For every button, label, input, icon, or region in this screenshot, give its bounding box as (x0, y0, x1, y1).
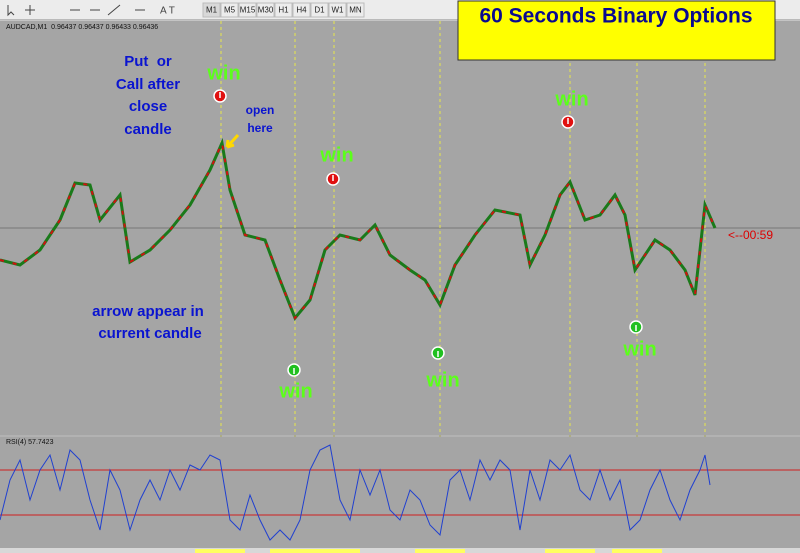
timeframe-button[interactable] (292, 2, 311, 18)
timer: <--00:59 (728, 228, 773, 242)
svg-text:A T: A T (160, 6, 175, 17)
win-label: win (425, 369, 459, 391)
timeframe-label[interactable]: D1 (314, 6, 325, 15)
timeframe-button[interactable] (238, 2, 257, 18)
timeframe-button[interactable] (202, 2, 221, 18)
timeframe-button[interactable] (328, 2, 347, 18)
timeframe-button[interactable] (220, 2, 239, 18)
rsi-pane (0, 437, 800, 548)
timeframe-button[interactable] (310, 2, 329, 18)
win-label: win (206, 62, 240, 84)
signal-icons (213, 89, 643, 377)
timeframe-button[interactable] (256, 2, 275, 18)
win-label: win (319, 144, 353, 166)
win-label: win (622, 338, 656, 360)
timeframe-label[interactable]: H4 (296, 6, 307, 15)
timeframe-label[interactable]: H1 (278, 6, 289, 15)
instruction: close (129, 98, 167, 115)
symbol-info: AUDCAD,M1 0.96437 0.96437 0.96433 0.9643… (6, 24, 158, 31)
win-label: win (554, 88, 588, 110)
win-label: win (278, 380, 312, 402)
time-highlights (195, 549, 662, 553)
rsi-line (0, 444, 711, 541)
timeframe-label[interactable]: M5 (224, 6, 236, 15)
instruction: candle (124, 121, 172, 138)
instruction: Call after (116, 76, 180, 93)
timeframe-label[interactable]: W1 (332, 6, 345, 15)
timeframe-label[interactable]: M15 (240, 6, 256, 15)
timeframe-label[interactable]: M30 (258, 6, 274, 15)
title-box (457, 0, 776, 61)
arrow-note: arrow appear in (92, 303, 204, 320)
timeframe-button[interactable] (274, 2, 293, 18)
timeframe-label[interactable]: MN (349, 6, 362, 15)
timeframe-label[interactable]: M1 (206, 6, 218, 15)
toolbar-icons: A T (7, 4, 175, 17)
open-here: here (247, 121, 273, 135)
open-here: open (246, 103, 275, 117)
arrow-note: current candle (98, 325, 201, 342)
timeframe-button[interactable] (346, 2, 365, 18)
instruction: Put or (124, 53, 172, 70)
rsi-label: RSI(4) 57.7423 (6, 439, 54, 446)
title: 60 Seconds Binary Options (479, 5, 752, 28)
pointer-arrow (225, 133, 240, 149)
price-line-down (0, 139, 716, 320)
